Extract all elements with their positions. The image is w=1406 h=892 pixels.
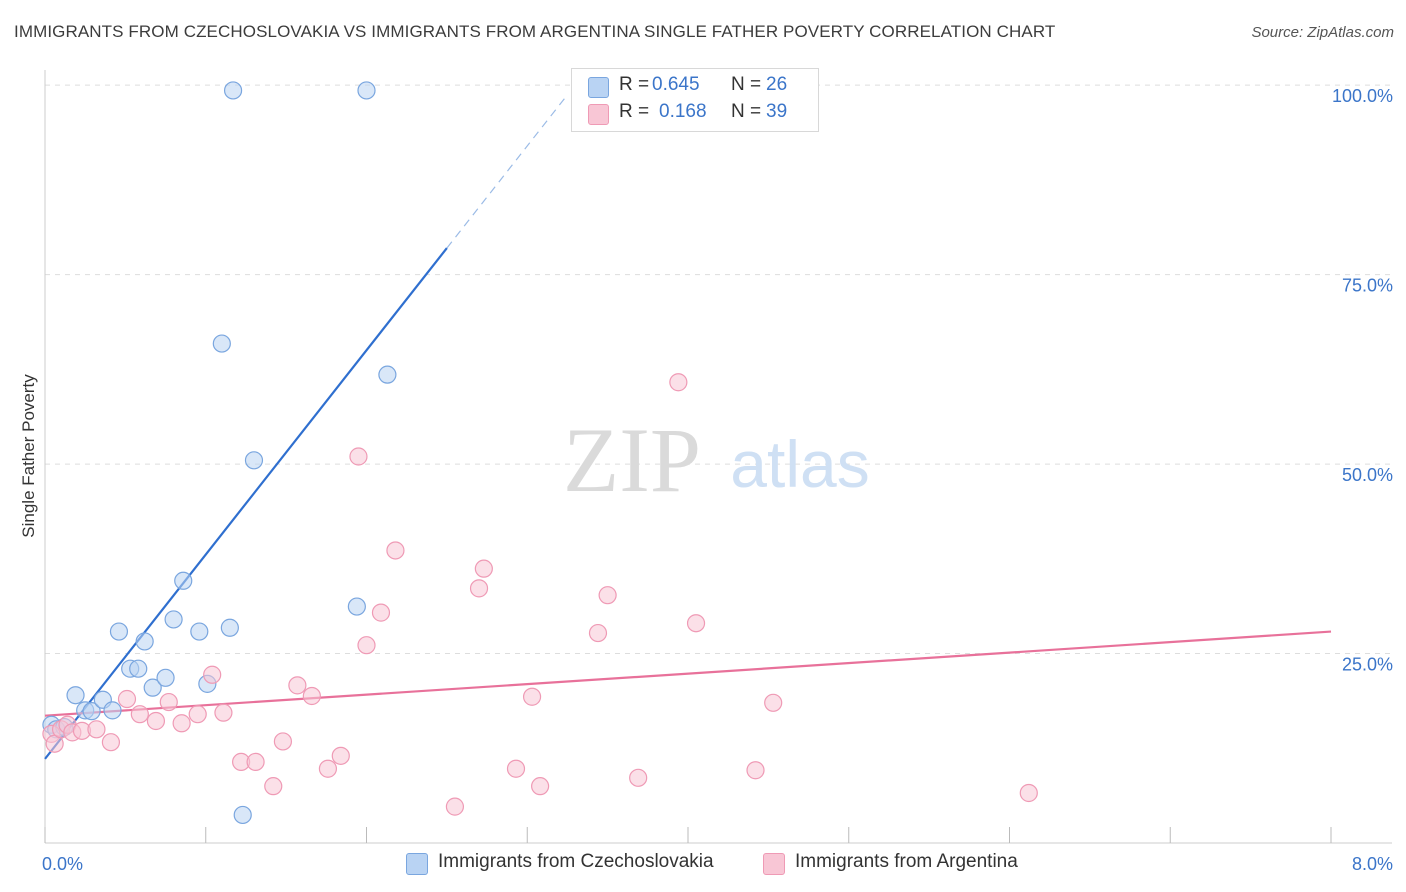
legend-r-label: R = — [619, 101, 650, 122]
data-point-blue — [212, 334, 231, 353]
data-point-pink — [469, 579, 489, 598]
data-point-pink — [349, 447, 368, 466]
axes — [44, 70, 1392, 844]
grid-lines — [45, 84, 1392, 655]
trend-line-extension-blue — [446, 94, 568, 249]
trend-lines — [44, 94, 1332, 760]
tick-labels: 25.0% 50.0% 75.0% 100.0% 0.0% 8.0% — [42, 86, 1393, 874]
data-point-blue — [135, 632, 154, 651]
legend-n-label: N = — [731, 74, 762, 95]
data-point-blue — [378, 365, 397, 384]
data-point-pink — [203, 665, 222, 684]
data-point-pink — [146, 711, 166, 731]
y-tick-label: 75.0% — [1342, 276, 1393, 296]
data-point-pink — [130, 705, 149, 724]
y-tick-label: 100.0% — [1332, 86, 1393, 106]
data-point-pink — [746, 761, 765, 780]
chart-title: IMMIGRANTS FROM CZECHOSLOVAKIA VS IMMIGR… — [14, 22, 1056, 41]
data-point-pink — [188, 705, 207, 724]
data-point-blue — [129, 659, 148, 678]
data-point-blue — [233, 805, 252, 825]
watermark-zip: ZIP — [563, 409, 701, 511]
y-tick-label: 25.0% — [1342, 655, 1393, 675]
data-point-pink — [331, 746, 350, 765]
data-point-blue — [174, 571, 193, 590]
legend-r-label: R = — [619, 74, 650, 95]
data-point-pink — [172, 714, 191, 733]
data-points — [42, 81, 1038, 825]
data-point-pink — [669, 373, 688, 392]
data-point-blue — [143, 678, 162, 697]
data-point-pink — [764, 693, 783, 712]
data-point-blue — [347, 597, 366, 616]
data-point-blue — [357, 81, 376, 100]
legend-n-value: 26 — [766, 74, 788, 95]
legend-r-value: 0.645 — [652, 74, 700, 95]
legend-swatch-blue — [588, 77, 609, 98]
legend-r-value: 0.168 — [659, 101, 707, 122]
data-point-pink — [522, 687, 542, 706]
data-point-pink — [302, 686, 321, 706]
data-point-pink — [214, 703, 233, 722]
bottom-legend-swatch-blue — [406, 853, 428, 875]
data-point-pink — [288, 676, 307, 695]
trend-line-pink — [44, 630, 1332, 717]
watermark-atlas: atlas — [730, 427, 869, 501]
data-point-pink — [686, 614, 706, 633]
data-point-pink — [598, 586, 617, 605]
series-pink — [42, 373, 1038, 816]
watermark: ZIP atlas — [563, 409, 870, 511]
bottom-legend-swatch-pink — [763, 853, 785, 875]
data-point-pink — [117, 689, 137, 709]
data-point-blue — [223, 81, 243, 100]
data-point-blue — [220, 618, 239, 637]
data-point-pink — [87, 720, 106, 739]
data-point-blue — [103, 701, 122, 720]
x-tick-label: 8.0% — [1352, 854, 1393, 874]
data-point-blue — [164, 610, 183, 629]
data-point-blue — [156, 668, 175, 687]
source-credit: Source: ZipAtlas.com — [1251, 24, 1394, 41]
data-point-pink — [386, 541, 405, 560]
stats-legend: R = 0.645 N = 26 R = 0.168 N = 39 — [571, 68, 819, 132]
data-point-pink — [371, 603, 391, 622]
data-point-pink — [629, 768, 648, 787]
data-point-pink — [474, 559, 493, 578]
y-tick-label: 50.0% — [1342, 465, 1393, 485]
data-point-pink — [273, 732, 293, 751]
bottom-legend-label: Immigrants from Czechoslovakia — [438, 851, 714, 872]
y-axis-label: Single Father Poverty — [19, 374, 38, 538]
data-point-pink — [588, 623, 608, 643]
data-point-pink — [445, 797, 465, 816]
data-point-pink — [159, 692, 178, 712]
x-tick-label: 0.0% — [42, 854, 83, 874]
trend-line-blue — [44, 247, 448, 760]
legend-n-value: 39 — [766, 101, 788, 122]
data-point-blue — [109, 622, 129, 641]
bottom-legend-label: Immigrants from Argentina — [795, 851, 1018, 872]
data-point-blue — [244, 451, 264, 470]
data-point-pink — [101, 733, 121, 752]
data-point-blue — [82, 702, 101, 721]
data-point-pink — [1019, 783, 1038, 803]
legend-swatch-pink — [588, 104, 609, 125]
legend-n-label: N = — [731, 101, 762, 122]
data-point-pink — [318, 759, 338, 778]
data-point-pink — [246, 752, 265, 772]
data-point-blue — [190, 622, 209, 641]
data-point-blue — [66, 686, 85, 705]
data-point-pink — [264, 777, 283, 796]
data-point-pink — [357, 636, 376, 655]
data-point-pink — [506, 759, 526, 778]
data-point-pink — [531, 777, 550, 796]
